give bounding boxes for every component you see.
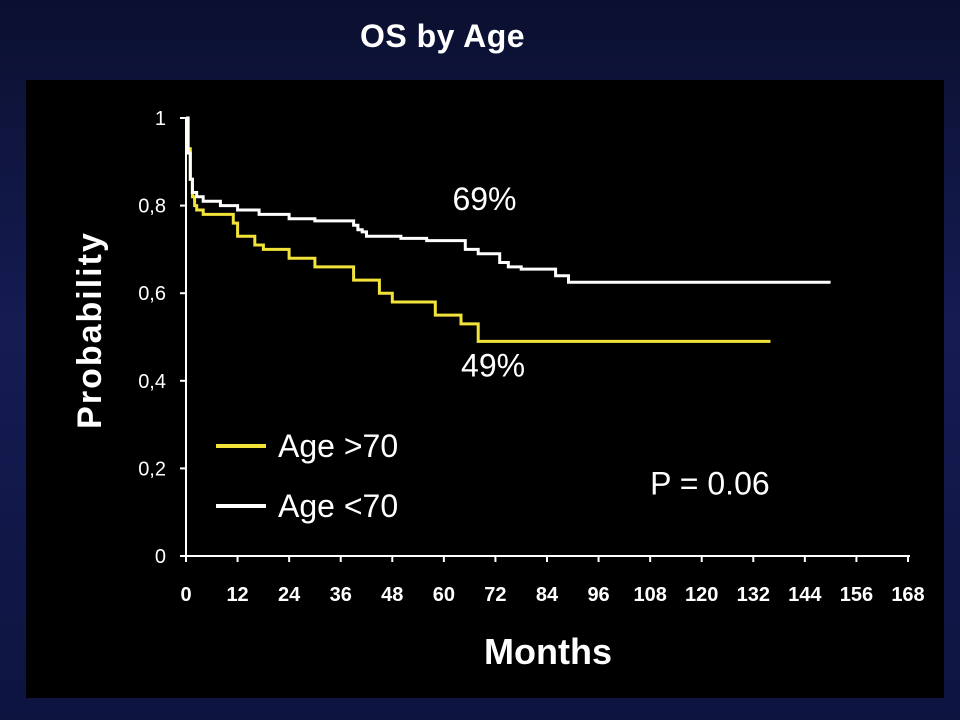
survival-curve-age-under-70: [186, 116, 831, 284]
x-tick-label: 12: [226, 584, 248, 606]
x-tick-label: 60: [433, 584, 455, 606]
survival-curve-age-over-70: [186, 116, 771, 343]
x-axis-label: Months: [484, 631, 612, 672]
plot-panel: [26, 80, 944, 698]
x-tick-label: 96: [587, 584, 609, 606]
x-ticks: 0 12 24 36 48 60 72 84 96 108 120 132 144 156 168: [180, 556, 925, 606]
x-tick-label: 168: [891, 584, 924, 606]
p-value-annotation: P = 0.06: [650, 466, 770, 502]
x-tick-label: 0: [180, 584, 191, 606]
y-axis-label: Probability: [71, 231, 109, 429]
x-tick-label: 120: [685, 584, 718, 606]
x-tick-label: 24: [278, 584, 301, 606]
x-tick-label: 48: [381, 584, 403, 606]
y-ticks: 1 0,8 0,6 0,4 0,2 0: [138, 108, 186, 568]
y-tick-label: 1: [155, 108, 166, 130]
x-tick-label: 144: [788, 584, 822, 606]
percent-annotation: 49%: [461, 347, 525, 383]
y-tick-label: 0: [155, 546, 166, 568]
legend-label: Age <70: [278, 488, 398, 524]
x-tick-label: 156: [840, 584, 873, 606]
x-tick-label: 132: [737, 584, 770, 606]
survival-curves: [186, 116, 831, 343]
x-tick-label: 84: [536, 584, 559, 606]
y-tick-label: 0,2: [138, 458, 166, 480]
legend: Age >70 Age <70: [216, 428, 398, 524]
x-tick-label: 36: [330, 584, 352, 606]
percent-annotation: 69%: [452, 181, 516, 217]
legend-label: Age >70: [278, 428, 398, 464]
x-tick-label: 108: [633, 584, 666, 606]
y-tick-label: 0,4: [138, 371, 166, 393]
y-tick-label: 0,6: [138, 283, 166, 305]
annotations: 69% 49% P = 0.06: [452, 181, 769, 502]
slide-title: OS by Age: [359, 18, 526, 54]
x-tick-label: 72: [484, 584, 506, 606]
y-tick-label: 0,8: [138, 196, 166, 218]
